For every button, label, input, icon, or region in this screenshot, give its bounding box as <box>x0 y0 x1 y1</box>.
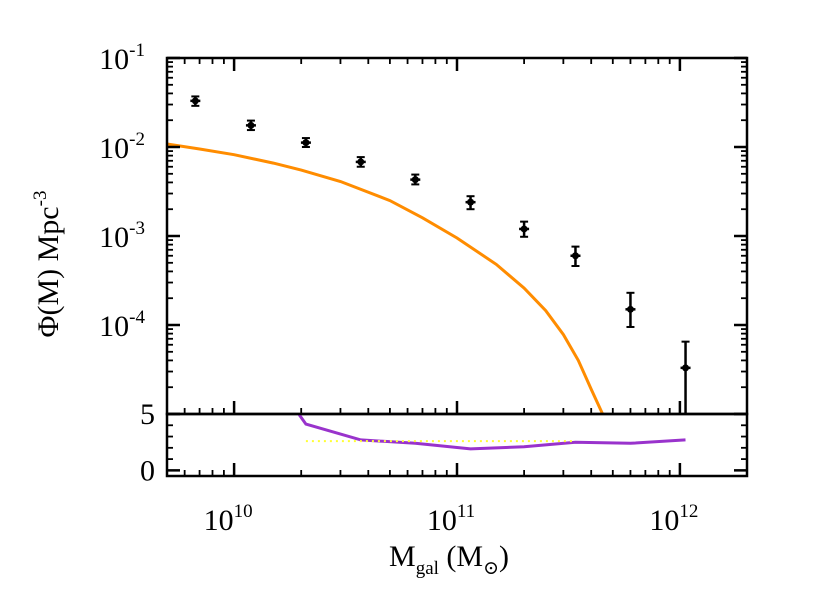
data-point-10 <box>680 340 691 414</box>
y-tick-exponent: -4 <box>129 307 145 328</box>
y-tick-label: 10-2 <box>99 129 145 165</box>
y-axis-title-sup: -3 <box>30 191 51 207</box>
x-tick-base: 10 <box>649 504 679 537</box>
y-tick-label: 10-3 <box>99 218 145 254</box>
y-tick-label: 10-4 <box>99 307 145 343</box>
y-tick-base: 10 <box>99 43 129 76</box>
x-axis-title: Mgal (M⊙) <box>389 540 509 579</box>
y-tick-base: 10 <box>99 310 129 343</box>
x-axis-title-main: M <box>389 540 416 573</box>
data-point-2 <box>245 119 256 132</box>
x-axis-title-sub: gal <box>416 558 439 579</box>
x-tick-base: 10 <box>427 504 457 537</box>
data-marker <box>682 364 690 372</box>
y-tick-exponent: -3 <box>129 218 145 239</box>
data-marker <box>467 198 475 206</box>
y-tick-label: 10-1 <box>99 40 145 76</box>
bottom-y-tick-label: 5 <box>140 398 155 431</box>
x-tick-exponent: 10 <box>234 501 253 522</box>
y-axis-title: Φ(M) Mpc-3 <box>30 191 65 338</box>
data-marker <box>357 158 365 166</box>
data-point-1 <box>190 95 201 107</box>
x-tick-base: 10 <box>204 504 234 537</box>
data-marker <box>411 176 419 184</box>
data-marker <box>520 225 528 233</box>
x-tick-label: 1011 <box>427 501 475 537</box>
data-point-3 <box>300 137 311 148</box>
data-point-4 <box>355 156 366 168</box>
data-point-5 <box>410 173 421 186</box>
y-tick-base: 10 <box>99 132 129 165</box>
data-point-6 <box>465 195 476 211</box>
data-marker <box>191 97 199 105</box>
x-tick-label: 1010 <box>204 501 253 537</box>
data-point-9 <box>625 291 636 328</box>
data-marker <box>626 305 634 313</box>
y-axis-title-main: Φ(M) Mpc <box>32 206 65 337</box>
bottom-y-tick-label: 0 <box>140 454 155 487</box>
solar-mass-symbol: ⊙ <box>483 558 499 579</box>
x-tick-label: 1012 <box>649 501 698 537</box>
ratio-line <box>297 414 686 451</box>
data-point-7 <box>519 220 530 238</box>
x-tick-exponent: 12 <box>679 501 698 522</box>
data-marker <box>302 139 310 147</box>
y-tick-base: 10 <box>99 221 129 254</box>
data-marker <box>571 252 579 260</box>
x-axis-unit-close: ) <box>499 540 509 573</box>
y-tick-exponent: -2 <box>129 129 145 150</box>
model-mass-function-line <box>167 142 604 414</box>
x-tick-exponent: 11 <box>457 501 475 522</box>
data-marker <box>247 121 255 129</box>
y-tick-exponent: -1 <box>129 40 145 61</box>
data-point-8 <box>570 245 581 268</box>
x-axis-unit-open: (M <box>439 540 483 573</box>
